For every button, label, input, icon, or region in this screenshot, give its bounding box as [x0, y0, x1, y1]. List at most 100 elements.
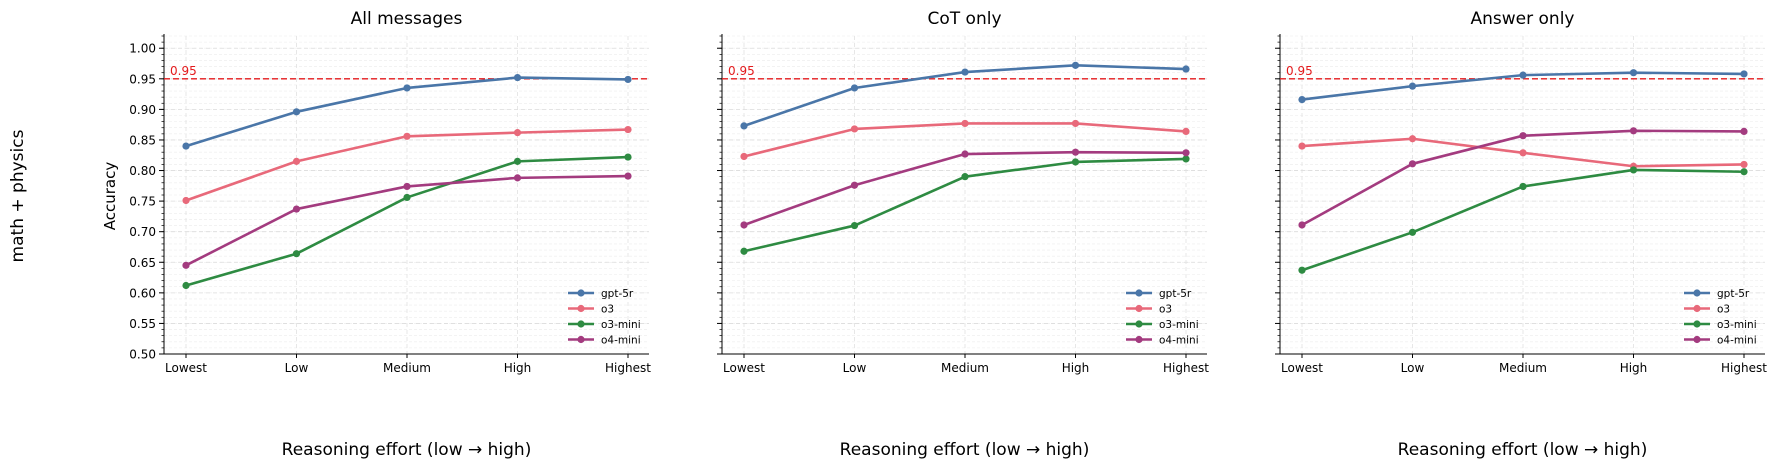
- data-point-o3-mini: [1408, 228, 1417, 236]
- y-axis-label: Accuracy: [101, 162, 119, 231]
- data-point-o3: [403, 132, 411, 140]
- data-point-gpt-5r: [1071, 61, 1080, 69]
- data-point-o3-mini: [1071, 158, 1080, 166]
- x-axis-label: Reasoning effort (low → high): [840, 440, 1090, 460]
- x-tick-label: High: [1062, 361, 1090, 375]
- legend-swatch-marker: [1693, 335, 1701, 344]
- data-point-o3-mini: [624, 153, 632, 161]
- x-tick-label: Medium: [383, 361, 431, 375]
- data-point-gpt-5r: [961, 68, 969, 76]
- data-point-o3: [961, 119, 969, 128]
- data-point-o4-mini: [1071, 148, 1080, 156]
- data-point-o3: [740, 152, 748, 161]
- x-tick-label: Low: [285, 361, 309, 375]
- legend-swatch-marker: [1693, 289, 1701, 297]
- legend-entry: gpt-5r: [601, 288, 634, 300]
- y-tick-label: 0.75: [129, 195, 156, 209]
- data-point-o3: [624, 125, 632, 134]
- x-tick-label: Lowest: [165, 361, 207, 375]
- data-point-o3: [1740, 160, 1748, 169]
- data-point-o3: [1408, 135, 1417, 143]
- data-point-gpt-5r: [850, 84, 859, 92]
- legend-entry: o4-mini: [1159, 335, 1199, 347]
- legend-swatch-marker: [1693, 320, 1701, 328]
- data-point-gpt-5r: [513, 73, 522, 82]
- x-tick-label: Low: [843, 361, 867, 375]
- data-point-o3-mini: [403, 193, 411, 202]
- data-point-o3-mini: [1298, 266, 1306, 274]
- legend-swatch-marker: [577, 320, 585, 328]
- data-point-o3: [1519, 149, 1527, 157]
- y-tick-label: 0.95: [129, 72, 156, 86]
- data-point-o4-mini: [740, 221, 748, 229]
- threshold-label: 0.95: [1286, 64, 1313, 78]
- data-point-o3: [1071, 119, 1080, 128]
- data-point-o3-mini: [1519, 182, 1527, 191]
- x-tick-label: Medium: [941, 361, 989, 375]
- y-tick-label: 0.85: [129, 133, 156, 147]
- y-tick-label: 0.50: [129, 348, 156, 362]
- data-point-gpt-5r: [1298, 96, 1306, 104]
- data-point-gpt-5r: [1629, 69, 1638, 77]
- legend-swatch-marker: [1135, 320, 1143, 328]
- x-axis-label: Reasoning effort (low → high): [1398, 440, 1648, 460]
- data-point-o4-mini: [182, 261, 190, 269]
- data-point-o4-mini: [1519, 132, 1527, 140]
- data-point-o3-mini: [292, 250, 301, 258]
- panel-title: All messages: [351, 9, 463, 29]
- panel-1: Lowest Low Medium High Highest CoT only Reason…: [717, 9, 1209, 460]
- data-point-o3-mini: [961, 173, 969, 181]
- panels: 0.50 0.55 0.60 0.65 0.70 0.75 0.80 0.85 0.90 0.95…: [129, 9, 1767, 460]
- panel-title: Answer only: [1471, 9, 1575, 29]
- data-point-gpt-5r: [1519, 71, 1527, 79]
- x-tick-label: Lowest: [723, 361, 765, 375]
- data-point-o4-mini: [1740, 127, 1748, 135]
- data-point-gpt-5r: [292, 108, 301, 116]
- legend-entry: o4-mini: [1717, 335, 1757, 347]
- x-tick-label: Lowest: [1281, 361, 1323, 375]
- y-tick-label: 0.70: [129, 225, 156, 239]
- data-point-o4-mini: [961, 150, 969, 158]
- legend-entry: o3-mini: [1717, 319, 1757, 331]
- legend-entry: o3: [601, 304, 614, 316]
- legend-entry: o3-mini: [601, 319, 641, 331]
- x-tick-label: High: [504, 361, 532, 375]
- x-axis-label: Reasoning effort (low → high): [282, 440, 532, 460]
- legend-entry: o3: [1717, 304, 1730, 316]
- data-point-gpt-5r: [1182, 65, 1190, 73]
- x-tick-label: High: [1620, 361, 1648, 375]
- data-point-o4-mini: [292, 205, 301, 213]
- y-tick-label: 0.55: [129, 317, 156, 331]
- data-point-o3-mini: [1629, 166, 1638, 174]
- data-point-o3-mini: [740, 247, 748, 255]
- data-point-o4-mini: [624, 172, 632, 180]
- panel-2: Lowest Low Medium High Highest Answer only Rea…: [1275, 9, 1767, 460]
- data-point-o4-mini: [1408, 160, 1417, 168]
- panel-title: CoT only: [927, 9, 1001, 29]
- x-tick-label: Highest: [1163, 361, 1209, 375]
- y-tick-label: 0.65: [129, 256, 156, 270]
- legend-entry: gpt-5r: [1717, 288, 1750, 300]
- data-point-gpt-5r: [403, 84, 411, 92]
- y-tick-label: 1.00: [129, 42, 156, 56]
- data-point-o3: [850, 125, 859, 133]
- data-point-o3-mini: [182, 281, 190, 290]
- data-point-o4-mini: [1629, 127, 1638, 135]
- legend-swatch-marker: [1693, 304, 1701, 313]
- data-point-o3: [1182, 127, 1190, 135]
- legend-swatch-marker: [577, 304, 585, 313]
- x-tick-label: Medium: [1499, 361, 1547, 375]
- data-point-gpt-5r: [1408, 82, 1417, 90]
- x-tick-label: Highest: [605, 361, 651, 375]
- data-point-gpt-5r: [740, 122, 748, 130]
- x-tick-label: Highest: [1721, 361, 1767, 375]
- y-tick-label: 0.60: [129, 286, 156, 300]
- data-point-gpt-5r: [182, 142, 190, 150]
- data-point-o4-mini: [1182, 149, 1190, 157]
- data-point-o4-mini: [513, 174, 522, 182]
- data-point-o3-mini: [850, 221, 859, 230]
- legend-swatch-marker: [577, 335, 585, 344]
- threshold-label: 0.95: [170, 64, 197, 78]
- data-point-o3: [513, 129, 522, 137]
